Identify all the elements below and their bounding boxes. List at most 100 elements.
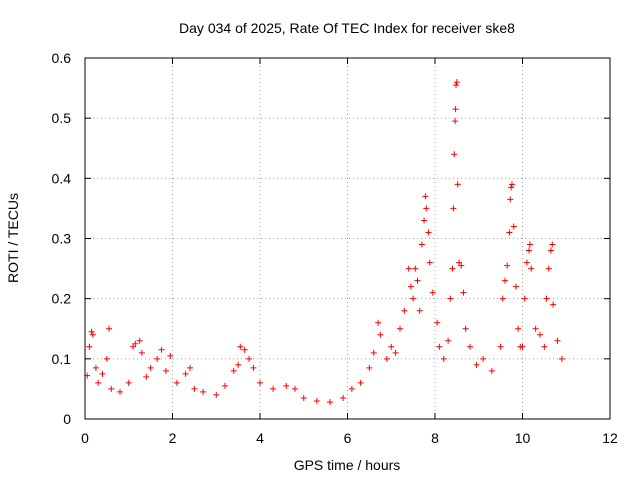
roti-point	[434, 319, 441, 326]
roti-point	[537, 331, 543, 338]
roti-point	[397, 325, 403, 332]
roti-point	[418, 241, 425, 248]
roti-point	[458, 262, 465, 269]
roti-point	[480, 355, 487, 362]
roti-point	[447, 295, 454, 302]
roti-point	[366, 364, 373, 371]
roti-point	[405, 265, 412, 272]
roti-point	[549, 241, 556, 248]
y-tick-label: 0.6	[52, 50, 72, 66]
roti-point	[106, 325, 113, 332]
roti-point	[95, 379, 102, 386]
roti-point	[547, 247, 554, 254]
roti-point	[182, 370, 189, 377]
roti-point	[506, 229, 513, 236]
roti-point	[545, 265, 552, 272]
roti-point	[237, 343, 244, 350]
roti-point	[313, 397, 320, 404]
roti-point	[467, 343, 473, 350]
x-tick-label: 10	[515, 430, 531, 446]
roti-point	[348, 385, 355, 392]
x-tick-label: 2	[169, 430, 177, 446]
roti-point	[445, 337, 452, 344]
roti-point	[132, 340, 139, 347]
roti-point	[200, 388, 207, 395]
roti-point	[125, 379, 132, 386]
roti-point	[143, 373, 150, 380]
roti-point	[92, 364, 99, 371]
roti-point	[230, 367, 237, 374]
roti-point	[422, 193, 429, 200]
roti-point	[187, 364, 193, 371]
roti-point	[357, 379, 364, 386]
roti-point	[270, 385, 277, 392]
roti-point	[429, 289, 436, 296]
roti-point	[550, 301, 557, 308]
roti-point	[292, 385, 298, 392]
roti-point	[117, 388, 123, 395]
roti-point	[377, 331, 384, 338]
roti-point	[327, 399, 333, 406]
roti-point	[502, 277, 508, 284]
roti-point	[473, 361, 480, 368]
roti-point	[528, 265, 535, 272]
roti-point	[453, 79, 460, 86]
roti-point	[450, 205, 457, 212]
roti-point	[130, 343, 137, 350]
roti-point	[519, 343, 526, 350]
roti-point	[509, 181, 515, 188]
roti-point	[375, 319, 382, 326]
roti-point	[454, 181, 461, 188]
roti-point	[523, 259, 530, 266]
roti-point	[383, 355, 390, 362]
roti-point	[425, 229, 432, 236]
y-tick-label: 0	[63, 411, 71, 427]
roti-point	[558, 355, 565, 362]
roti-point	[392, 349, 399, 356]
y-tick-label: 0.4	[52, 170, 72, 186]
roti-point	[462, 325, 469, 332]
roti-point	[103, 355, 110, 362]
roti-point	[138, 349, 145, 356]
roti-point	[532, 325, 539, 332]
roti-point	[497, 343, 504, 350]
roti-point	[541, 343, 548, 350]
roti-point	[451, 151, 458, 158]
roti-point	[526, 247, 533, 254]
roti-point	[99, 370, 106, 377]
roti-point	[401, 307, 408, 314]
roti-point	[88, 328, 95, 335]
roti-point	[510, 223, 517, 230]
roti-point	[147, 364, 154, 371]
roti-point	[407, 283, 414, 290]
roti-point	[412, 265, 419, 272]
roti-point	[554, 337, 561, 344]
roti-point	[158, 346, 165, 353]
roti-point	[162, 367, 169, 374]
y-tick-label: 0.5	[52, 110, 72, 126]
roti-point	[440, 355, 447, 362]
roti-point	[423, 205, 430, 212]
roti-point	[222, 382, 228, 389]
roti-point	[508, 184, 515, 191]
roti-point	[452, 118, 459, 125]
roti-point	[246, 355, 253, 362]
x-tick-label: 12	[602, 430, 618, 446]
roti-point	[283, 382, 290, 389]
roti-point	[388, 343, 395, 350]
roti-point	[86, 343, 93, 350]
roti-point	[416, 307, 423, 314]
roti-point	[89, 331, 96, 338]
roti-point	[191, 385, 198, 392]
roti-point	[426, 259, 433, 266]
roti-point	[453, 82, 459, 89]
roti-point	[136, 337, 143, 344]
y-axis-label: ROTI / TECUs	[5, 193, 21, 283]
grid-lines	[85, 58, 610, 419]
roti-point	[414, 277, 421, 284]
roti-point	[300, 394, 307, 401]
roti-point	[452, 106, 459, 113]
roti-point	[488, 367, 495, 374]
x-tick-label: 8	[431, 430, 439, 446]
